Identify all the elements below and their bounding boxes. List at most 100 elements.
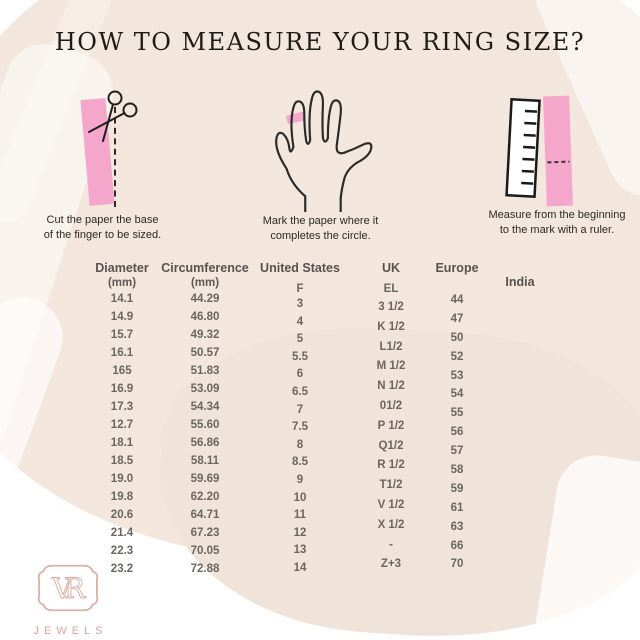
table-cell: 67.23 xyxy=(190,527,220,539)
table-cell: 55.60 xyxy=(190,419,220,431)
column-united-states: United States F 3 4 5 5.5 6 6.5 7 7.5 8 8.5 9 10 11 1… xyxy=(256,260,344,574)
column-circumference: Circumference (mm) 44.29 46.80 49.32 50.57 5… xyxy=(159,260,251,575)
table-cell: 18.5 xyxy=(110,455,134,467)
logo-name: JEWELS xyxy=(33,625,108,637)
logo-monogram-v: V xyxy=(51,572,73,605)
step-caption-line: Cut the paper the base xyxy=(46,214,159,226)
table-cell: 59.69 xyxy=(190,473,220,485)
table-cell: N 1/2 xyxy=(377,380,405,393)
table-cell: 21.4 xyxy=(110,527,134,539)
cut-paper-illustration xyxy=(35,90,170,213)
table-cell: 16.9 xyxy=(110,383,134,395)
table-cell: K 1/2 xyxy=(377,320,405,333)
table-cell: 14 xyxy=(293,561,307,574)
table-cell: Q1/2 xyxy=(378,439,404,452)
table-cell: 19.0 xyxy=(110,473,134,485)
table-cell: 53 xyxy=(450,369,464,382)
dashed-cut-line xyxy=(114,107,116,207)
table-cell: 14.1 xyxy=(110,293,134,305)
table-cell: 46.80 xyxy=(190,311,220,323)
table-cell: 44 xyxy=(450,294,464,306)
ruler-icon xyxy=(505,95,573,207)
column-header: UK xyxy=(381,261,401,275)
table-cell: T1/2 xyxy=(379,479,403,492)
brand-logo: V R JEWELS xyxy=(22,558,114,637)
table-cell: 56.86 xyxy=(190,437,220,449)
step-caption-line: Mark the paper where it xyxy=(262,215,379,227)
column-header: Circumference xyxy=(161,261,249,275)
table-cell: 49.32 xyxy=(190,329,220,341)
table-cell: 11 xyxy=(293,509,307,522)
table-cell: 7.5 xyxy=(292,421,308,434)
table-cell: 12.7 xyxy=(110,419,134,431)
table-cell: 3 1/2 xyxy=(378,301,404,313)
table-cell: 9 xyxy=(296,473,304,486)
table-cell: 52 xyxy=(450,350,464,363)
table-cell: R 1/2 xyxy=(377,459,405,472)
column-diameter: Diameter (mm) 14.1 14.9 15.7 16.1 165 16.9 17.… xyxy=(84,260,160,575)
table-cell: 47 xyxy=(450,312,464,325)
logo-monogram-r: R xyxy=(64,572,86,605)
column-values: 44 47 50 52 53 54 55 56 57 58 59 61 63 66 70 xyxy=(424,291,490,574)
table-cell: 51.83 xyxy=(190,365,220,377)
table-cell: 59 xyxy=(450,482,464,495)
column-header: India xyxy=(505,275,535,289)
table-cell: 70.05 xyxy=(190,545,220,557)
column-header: Diameter xyxy=(95,261,149,275)
table-cell: 01/2 xyxy=(379,399,403,412)
table-cell: 70 xyxy=(450,558,464,571)
column-uk: UK EL 3 1/2 K 1/2 L1/2 M 1/2 N 1/2 01/2 P 1/2 Q… xyxy=(352,260,430,570)
step-caption-line: to the mark with a ruler. xyxy=(499,224,615,236)
table-cell: 18.1 xyxy=(110,437,134,449)
table-cell: 15.7 xyxy=(110,329,134,341)
table-cell: 56 xyxy=(450,426,464,439)
table-cell: 8 xyxy=(296,438,304,451)
table-cell: 50 xyxy=(450,331,464,344)
table-cell: 12 xyxy=(293,526,307,539)
table-cell: 64.71 xyxy=(190,509,220,521)
table-cell: 16.1 xyxy=(110,347,134,359)
step-caption-line: of the finger to be sized. xyxy=(43,229,162,241)
page-title: HOW TO MEASURE YOUR RING SIZE? xyxy=(54,28,586,56)
table-cell: X 1/2 xyxy=(377,518,405,531)
column-subheader: (mm) xyxy=(190,277,220,289)
table-cell: 55 xyxy=(450,407,464,420)
table-cell: 13 xyxy=(293,544,307,557)
table-cell: 54.34 xyxy=(190,401,220,413)
table-cell: L1/2 xyxy=(379,340,403,353)
column-values: 14.1 14.9 15.7 16.1 165 16.9 17.3 12.7 18.1 18.5 1… xyxy=(84,290,160,578)
column-values: 3 1/2 K 1/2 L1/2 M 1/2 N 1/2 01/2 P 1/2 Q1/2 R 1… xyxy=(352,298,430,575)
table-cell: 19.8 xyxy=(110,491,134,503)
table-cell: 66 xyxy=(450,539,464,552)
column-europe: Europe 44 47 50 52 53 54 55 56 57 58 59 61 63 66 70 xyxy=(424,260,490,570)
ruler-illustration xyxy=(478,94,636,208)
table-cell: 50.57 xyxy=(190,347,220,359)
table-cell: 44.29 xyxy=(190,293,220,305)
scissors-icon xyxy=(88,90,138,142)
hand-illustration xyxy=(248,84,393,214)
column-subheader: EL xyxy=(383,283,399,295)
column-subheader: F xyxy=(296,283,304,295)
table-cell: 3 xyxy=(296,298,304,310)
table-cell: 6 xyxy=(296,368,304,381)
table-cell: 4 xyxy=(296,315,304,328)
table-cell: 61 xyxy=(450,501,464,514)
step-mark-paper: Mark the paper where it completes the ci… xyxy=(248,84,393,244)
table-cell: 63 xyxy=(450,520,464,533)
table-cell: - xyxy=(389,538,393,551)
column-header: United States xyxy=(260,261,340,275)
table-cell: P 1/2 xyxy=(377,419,405,432)
table-cell: 17.3 xyxy=(110,401,134,413)
hand-icon xyxy=(274,90,372,214)
table-cell: 7 xyxy=(296,403,304,416)
table-cell: 58.11 xyxy=(190,455,220,467)
column-subheader: (mm) xyxy=(107,277,137,289)
table-cell: 57 xyxy=(450,445,464,458)
table-cell: 58 xyxy=(450,464,464,477)
step-caption-line: Measure from the beginning xyxy=(488,209,626,221)
paper-strip xyxy=(543,95,573,207)
table-cell: V 1/2 xyxy=(377,498,405,511)
step-measure-ruler: Measure from the beginning to the mark w… xyxy=(478,94,636,238)
table-cell: Z+3 xyxy=(380,558,402,571)
